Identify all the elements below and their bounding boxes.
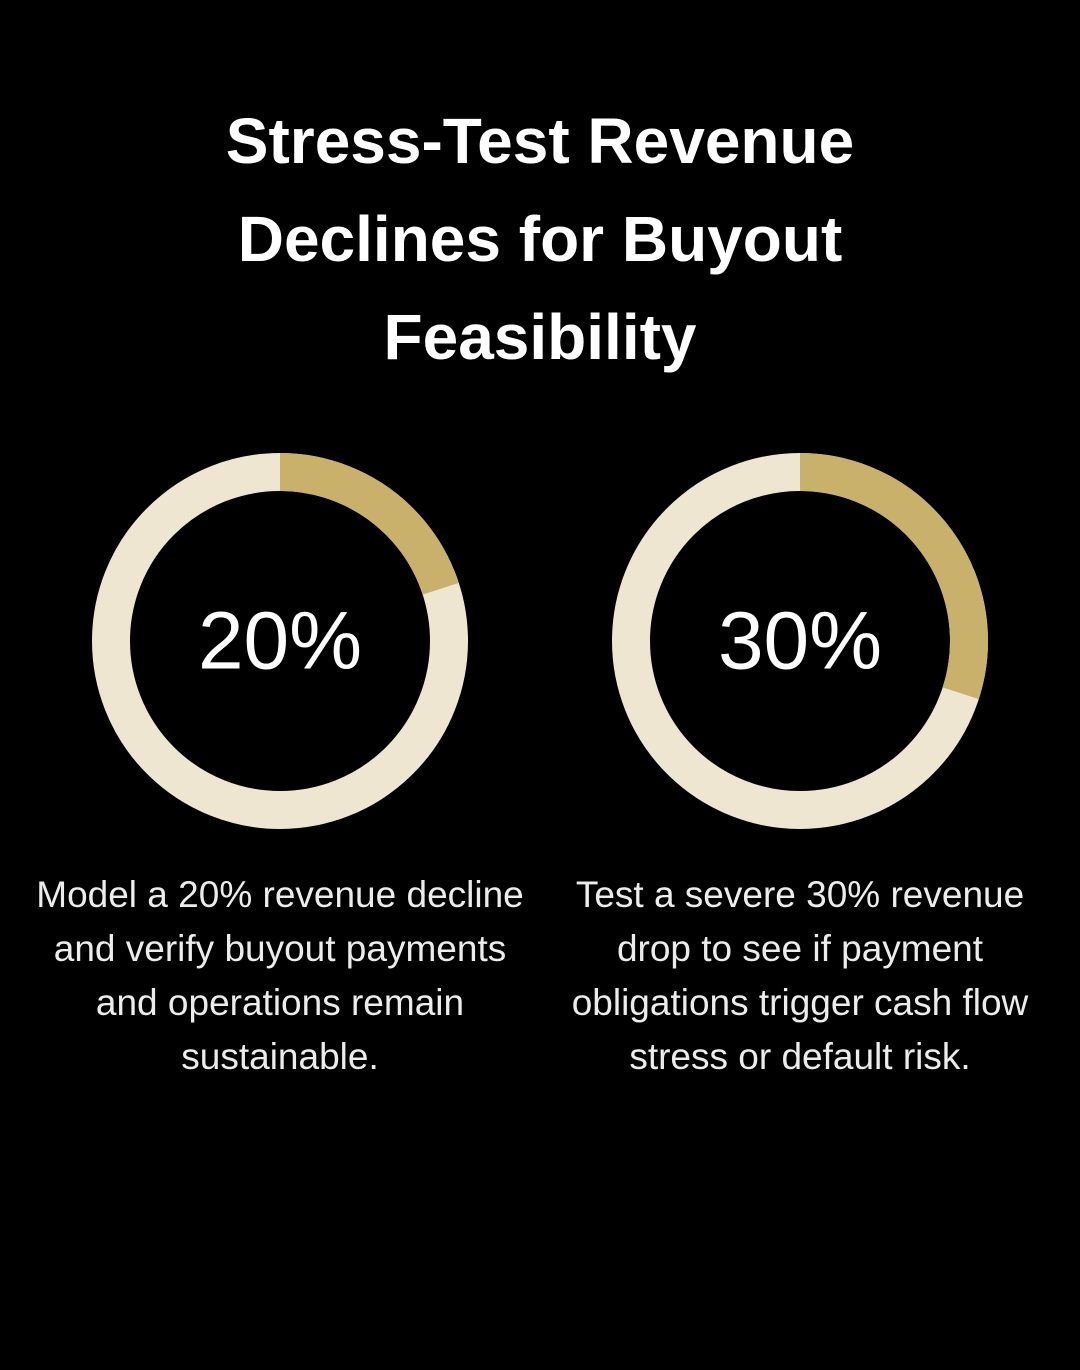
caption: Model a 20% revenue decline and verify b… bbox=[36, 874, 524, 1077]
donut-arc bbox=[279, 453, 459, 596]
percent-label: 20% bbox=[198, 596, 362, 687]
percent-label: 30% bbox=[718, 596, 882, 687]
donut-arc bbox=[799, 453, 988, 700]
title: Stress-Test Revenue Declines for Buyout … bbox=[225, 105, 855, 373]
caption: Test a severe 30% revenue drop to see if… bbox=[571, 874, 1029, 1077]
